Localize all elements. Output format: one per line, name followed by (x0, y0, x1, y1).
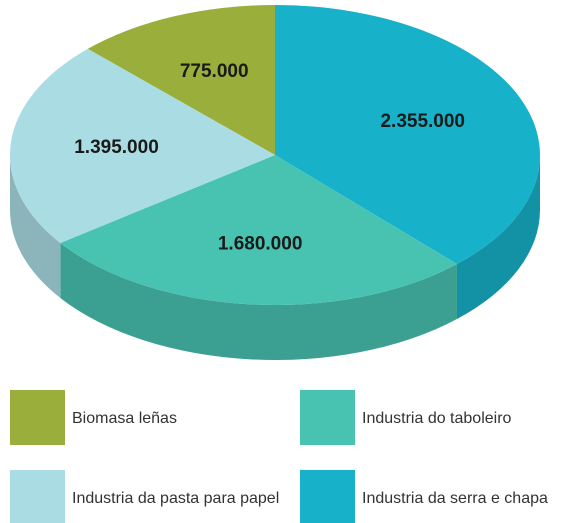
slice (60, 155, 457, 306)
legend-swatch (300, 390, 355, 445)
data-label: 2.355.000 (380, 111, 465, 132)
legend-label: Industria da serra e chapa (362, 490, 548, 507)
legend-swatch (10, 390, 65, 445)
legend-label: Industria da pasta para papel (72, 490, 279, 507)
data-label: 775.000 (180, 61, 249, 82)
legend-swatch (10, 470, 65, 523)
data-label: 1.680.000 (218, 234, 303, 255)
legend-swatch (300, 470, 355, 523)
legend-label: Industria do taboleiro (362, 410, 512, 427)
slice (9, 48, 275, 243)
slice (275, 5, 541, 265)
data-label: 1.395.000 (74, 137, 159, 158)
slice-side (456, 155, 540, 320)
legend-label: Biomasa leñas (72, 410, 177, 427)
slice-side (60, 242, 457, 360)
slice (87, 5, 276, 155)
slice-side (9, 155, 61, 298)
